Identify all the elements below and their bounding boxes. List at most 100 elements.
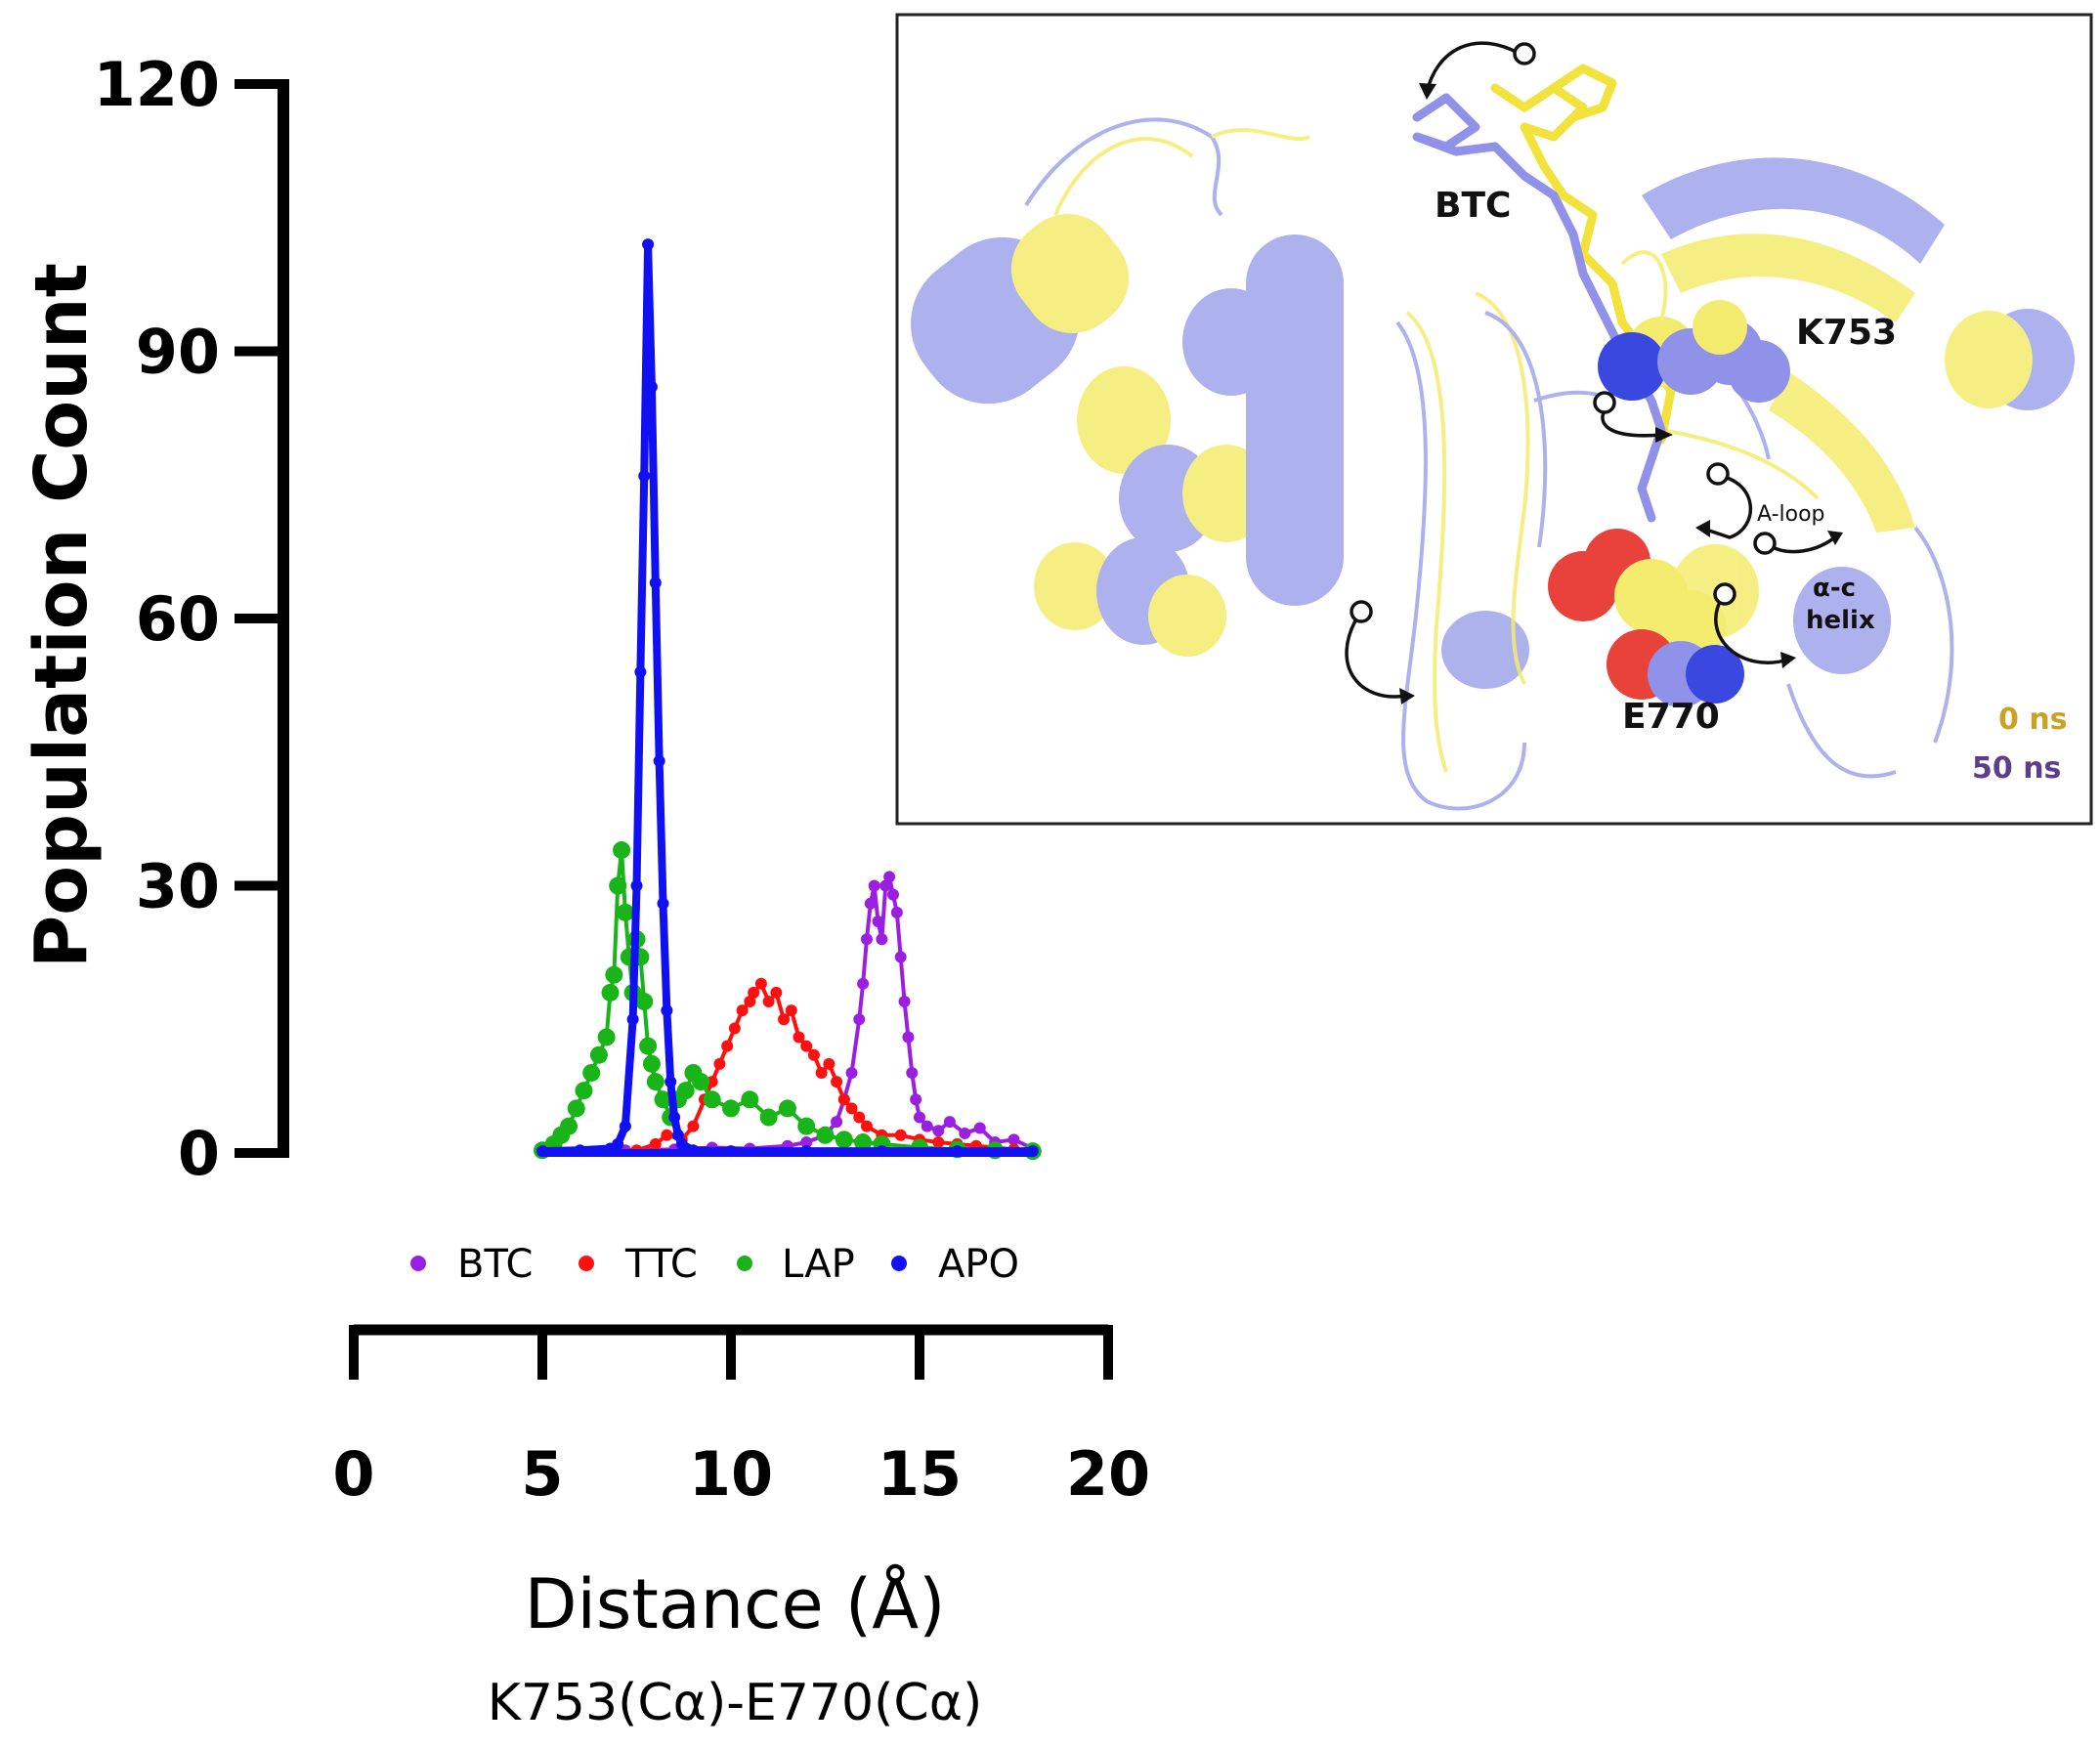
data-point-lap [646, 1073, 664, 1091]
x-axis-label: Distance (Å) [525, 1564, 946, 1644]
timepoint-0ns: 0 ns [1998, 703, 2068, 737]
data-point-btc [831, 1116, 843, 1129]
helix-end [1148, 575, 1226, 657]
helix-end [1945, 311, 2033, 408]
data-point-ttc [831, 1076, 843, 1088]
data-point-apo [619, 1120, 631, 1132]
data-point-btc [886, 888, 899, 901]
inset-frame [895, 13, 2093, 826]
helix-end [1441, 611, 1529, 689]
e770-spheres [1548, 529, 1744, 707]
helix-cylinder [1246, 235, 1344, 606]
inset-label-helix: helix [1806, 606, 1875, 635]
data-point-btc [883, 871, 896, 883]
legend-marker-apo [891, 1256, 907, 1271]
data-point-lap [575, 1082, 593, 1100]
helix-cylinder [1010, 214, 1130, 333]
data-point-btc [890, 906, 903, 918]
data-point-lap [605, 965, 623, 984]
x-tick-label: 0 [332, 1438, 374, 1510]
series-line-btc [624, 870, 1034, 1153]
data-point-ttc [762, 996, 775, 1008]
data-point-lap [797, 1117, 816, 1135]
legend-label-lap: LAP [782, 1242, 855, 1287]
data-point-ttc [860, 1120, 873, 1132]
data-point-ttc [744, 996, 756, 1008]
inset-label-btc: BTC [1435, 186, 1511, 226]
data-point-btc [879, 879, 892, 892]
data-point-apo [657, 897, 669, 910]
data-point-lap [676, 1082, 695, 1100]
data-point-lap [616, 903, 634, 921]
x-tick-label: 15 [878, 1438, 962, 1510]
data-point-apo [638, 470, 651, 483]
y-tick-label: 90 [136, 317, 220, 388]
data-point-ttc [754, 977, 767, 990]
data-point-lap [759, 1108, 778, 1127]
data-point-btc [800, 1136, 813, 1149]
data-point-lap [609, 876, 627, 895]
inset-label-k753: K753 [1796, 313, 1897, 353]
beta-strand [1661, 234, 1915, 322]
y-axis: 0 30 60 90 120 [94, 49, 289, 1189]
data-point-lap [854, 1133, 873, 1152]
data-point-apo [574, 1144, 586, 1157]
legend-label-btc: BTC [457, 1242, 533, 1287]
data-point-btc [921, 1120, 933, 1132]
data-point-apo [645, 380, 658, 393]
data-point-lap [778, 1099, 796, 1118]
legend-label-ttc: TTC [624, 1242, 698, 1287]
data-point-apo [661, 1004, 673, 1017]
data-point-apo [664, 1076, 677, 1088]
data-point-lap [835, 1130, 853, 1149]
data-point-apo [536, 1145, 548, 1158]
data-point-apo [649, 576, 662, 589]
y-tick-label: 60 [136, 583, 220, 655]
data-point-ttc [823, 1057, 836, 1070]
data-point-ttc [800, 1040, 813, 1052]
y-axis-label: Population Count [20, 263, 104, 968]
data-point-lap [692, 1073, 710, 1091]
helix-end [1077, 366, 1171, 474]
legend-label-apo: APO [938, 1242, 1019, 1287]
motion-arrows [1345, 41, 1843, 704]
data-point-apo [951, 1145, 964, 1158]
y-ticks: 0 30 60 90 120 [94, 49, 289, 1189]
data-point-lap [613, 841, 631, 860]
data-point-btc [910, 1093, 922, 1106]
data-point-lap [703, 1090, 721, 1109]
data-point-btc [868, 879, 880, 892]
y-tick-label: 120 [94, 49, 220, 120]
data-point-ttc [649, 1137, 662, 1150]
data-point-ttc [713, 1057, 726, 1070]
data-point-ttc [748, 986, 760, 999]
protein-cartoon [911, 157, 2075, 689]
data-point-btc [853, 1013, 866, 1026]
data-point-apo [675, 1137, 688, 1150]
alpha-c-helix-end [1793, 567, 1891, 674]
y-tick-label: 30 [136, 851, 220, 922]
data-point-apo [800, 1145, 813, 1158]
y-tick-label: 0 [178, 1118, 220, 1189]
x-tick-label: 20 [1066, 1438, 1150, 1510]
data-point-btc [860, 933, 873, 946]
data-point-lap [654, 1090, 672, 1109]
data-point-ttc [785, 1004, 797, 1017]
series-lap [534, 841, 1042, 1161]
data-point-ttc [736, 1004, 749, 1017]
data-point-lap [567, 1099, 585, 1118]
data-point-lap [639, 1037, 658, 1055]
data-point-btc [872, 915, 884, 927]
data-point-lap [601, 983, 620, 1002]
helix-end [1182, 288, 1280, 396]
structure-inset: BTC K753 E770 A-loop α-c helix 0 ns 50 n… [895, 13, 2093, 826]
data-point-ttc [807, 1048, 820, 1061]
inset-label-alpha-c: α-c [1813, 574, 1856, 603]
legend-marker-btc [410, 1256, 426, 1271]
data-point-apo [653, 754, 665, 767]
data-point-ttc [706, 1076, 718, 1088]
data-point-ttc [837, 1093, 850, 1106]
data-point-ttc [721, 1040, 734, 1052]
data-point-apo [1026, 1145, 1039, 1158]
